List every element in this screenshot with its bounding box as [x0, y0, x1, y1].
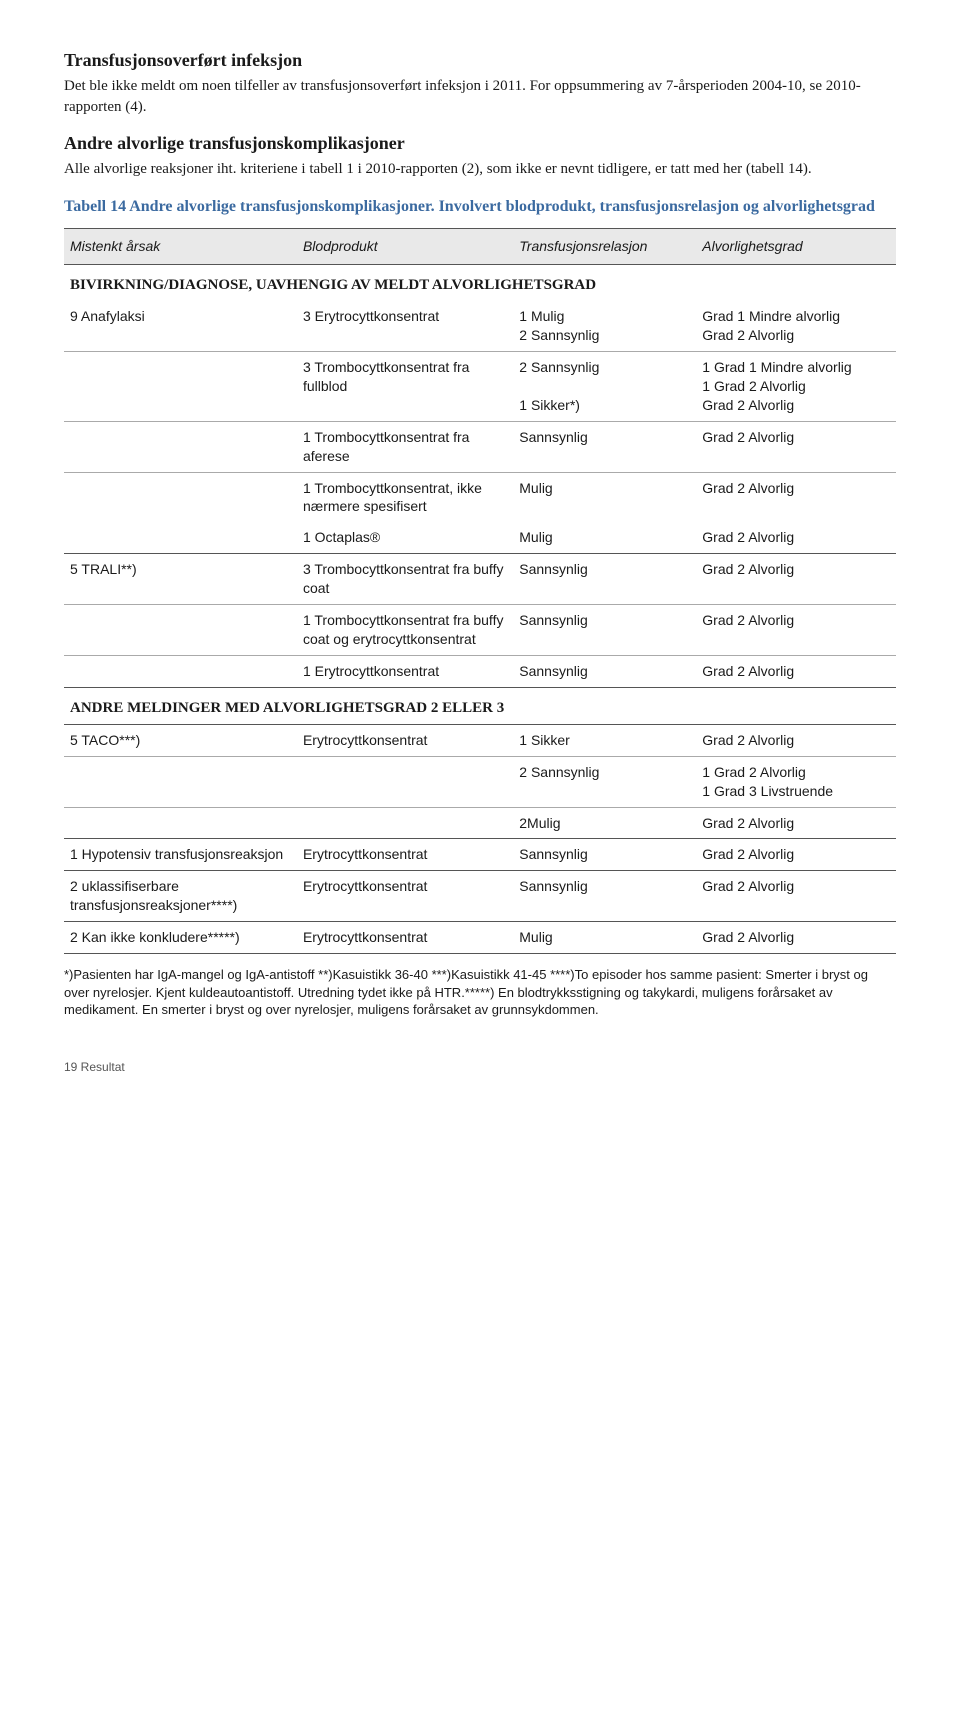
cell: 2 Sannsynlig	[513, 756, 696, 807]
table-row: 5 TRALI**) 3 Trombocyttkonsentrat fra bu…	[64, 554, 896, 605]
cell: 2Mulig	[513, 807, 696, 839]
cell: 1 Sikker	[513, 724, 696, 756]
table-row: 1 Trombocyttkonsentrat, ikke nærmere spe…	[64, 472, 896, 522]
table-row: 1 Trombocyttkonsentrat fra aferese Sanns…	[64, 421, 896, 472]
cell: 1 Hypotensiv transfusjonsreaksjon	[64, 839, 297, 871]
cell: Grad 2 Alvorlig	[696, 554, 896, 605]
cell: Grad 2 Alvorlig	[696, 871, 896, 922]
cell: Erytrocyttkonsentrat	[297, 922, 513, 954]
cell: 3 Trombocyttkonsentrat fra fullblod	[297, 352, 513, 422]
col-transfusjonsrelasjon: Transfusjonsrelasjon	[513, 229, 696, 265]
cell: Erytrocyttkonsentrat	[297, 724, 513, 756]
cell: 1 Trombocyttkonsentrat fra buffy coat og…	[297, 604, 513, 655]
cell	[64, 655, 297, 687]
cell: 1 Erytrocyttkonsentrat	[297, 655, 513, 687]
cell: 5 TACO***)	[64, 724, 297, 756]
cell: Sannsynlig	[513, 839, 696, 871]
section1-text: Det ble ikke meldt om noen tilfeller av …	[64, 76, 896, 117]
cell: 1 Trombocyttkonsentrat, ikke nærmere spe…	[297, 472, 513, 522]
table-row: 1 Hypotensiv transfusjonsreaksjon Erytro…	[64, 839, 896, 871]
section2-text: Alle alvorlige reaksjoner iht. kriterien…	[64, 159, 896, 179]
cell: Sannsynlig	[513, 604, 696, 655]
table-row: 5 TACO***) Erytrocyttkonsentrat 1 Sikker…	[64, 724, 896, 756]
cell: Erytrocyttkonsentrat	[297, 839, 513, 871]
cell: Sannsynlig	[513, 554, 696, 605]
cell: Grad 2 Alvorlig	[696, 604, 896, 655]
cell: 1 Grad 2 Alvorlig1 Grad 3 Livstruende	[696, 756, 896, 807]
cell: Grad 2 Alvorlig	[696, 839, 896, 871]
section2-heading: Andre alvorlige transfusjonskomplikasjon…	[64, 131, 896, 155]
cell: 1 Octaplas®	[297, 522, 513, 553]
table-row: 2Mulig Grad 2 Alvorlig	[64, 807, 896, 839]
section-a-title: BIVIRKNING/DIAGNOSE, UAVHENGIG AV MELDT …	[64, 265, 896, 302]
table-row: 1 Erytrocyttkonsentrat Sannsynlig Grad 2…	[64, 655, 896, 687]
cell: 2 Sannsynlig 1 Sikker*)	[513, 352, 696, 422]
cell: 3 Trombocyttkonsentrat fra buffy coat	[297, 554, 513, 605]
section-a-title-row: BIVIRKNING/DIAGNOSE, UAVHENGIG AV MELDT …	[64, 265, 896, 302]
table-row: 1 Octaplas® Mulig Grad 2 Alvorlig	[64, 522, 896, 553]
cell: 1 Grad 1 Mindre alvorlig1 Grad 2 Alvorli…	[696, 352, 896, 422]
cell	[64, 472, 297, 522]
complications-table: Mistenkt årsak Blodprodukt Transfusjonsr…	[64, 228, 896, 954]
cell: 5 TRALI**)	[64, 554, 297, 605]
cell	[64, 807, 297, 839]
cell: Grad 2 Alvorlig	[696, 472, 896, 522]
section1-heading: Transfusjonsoverført infeksjon	[64, 48, 896, 72]
cell	[64, 604, 297, 655]
cell	[297, 807, 513, 839]
table-row: 9 Anafylaksi 3 Erytrocyttkonsentrat 1 Mu…	[64, 301, 896, 351]
table-title: Tabell 14 Andre alvorlige transfusjonsko…	[64, 197, 896, 218]
cell: 1 Mulig2 Sannsynlig	[513, 301, 696, 351]
cell: Erytrocyttkonsentrat	[297, 871, 513, 922]
cell: 2 Kan ikke konkludere*****)	[64, 922, 297, 954]
cell: 2 uklassifiserbare transfusjonsreaksjone…	[64, 871, 297, 922]
cell: Grad 2 Alvorlig	[696, 421, 896, 472]
cell	[64, 756, 297, 807]
cell: 3 Erytrocyttkonsentrat	[297, 301, 513, 351]
cell: Grad 2 Alvorlig	[696, 724, 896, 756]
page-footer: 19 Resultat	[64, 1059, 896, 1075]
col-alvorlighetsgrad: Alvorlighetsgrad	[696, 229, 896, 265]
cell: Sannsynlig	[513, 655, 696, 687]
cell: 1 Trombocyttkonsentrat fra aferese	[297, 421, 513, 472]
cell: Grad 2 Alvorlig	[696, 522, 896, 553]
cell: Sannsynlig	[513, 871, 696, 922]
cell: 9 Anafylaksi	[64, 301, 297, 351]
cell: Grad 2 Alvorlig	[696, 807, 896, 839]
table-row: 3 Trombocyttkonsentrat fra fullblod 2 Sa…	[64, 352, 896, 422]
cell: Mulig	[513, 472, 696, 522]
col-mistenkt-arsak: Mistenkt årsak	[64, 229, 297, 265]
section-b-title: ANDRE MELDINGER MED ALVORLIGHETSGRAD 2 E…	[64, 687, 896, 724]
cell	[64, 352, 297, 422]
table-row: 2 uklassifiserbare transfusjonsreaksjone…	[64, 871, 896, 922]
cell	[297, 756, 513, 807]
table-footnote: *)Pasienten har IgA-mangel og IgA-antist…	[64, 966, 896, 1019]
cell: Grad 2 Alvorlig	[696, 655, 896, 687]
cell: Mulig	[513, 922, 696, 954]
cell: Mulig	[513, 522, 696, 553]
table-row: 2 Kan ikke konkludere*****) Erytrocyttko…	[64, 922, 896, 954]
table-row: 2 Sannsynlig 1 Grad 2 Alvorlig1 Grad 3 L…	[64, 756, 896, 807]
table-header-row: Mistenkt årsak Blodprodukt Transfusjonsr…	[64, 229, 896, 265]
section-b-title-row: ANDRE MELDINGER MED ALVORLIGHETSGRAD 2 E…	[64, 687, 896, 724]
cell: Sannsynlig	[513, 421, 696, 472]
cell	[64, 421, 297, 472]
col-blodprodukt: Blodprodukt	[297, 229, 513, 265]
table-row: 1 Trombocyttkonsentrat fra buffy coat og…	[64, 604, 896, 655]
cell: Grad 2 Alvorlig	[696, 922, 896, 954]
cell	[64, 522, 297, 553]
cell: Grad 1 Mindre alvorligGrad 2 Alvorlig	[696, 301, 896, 351]
